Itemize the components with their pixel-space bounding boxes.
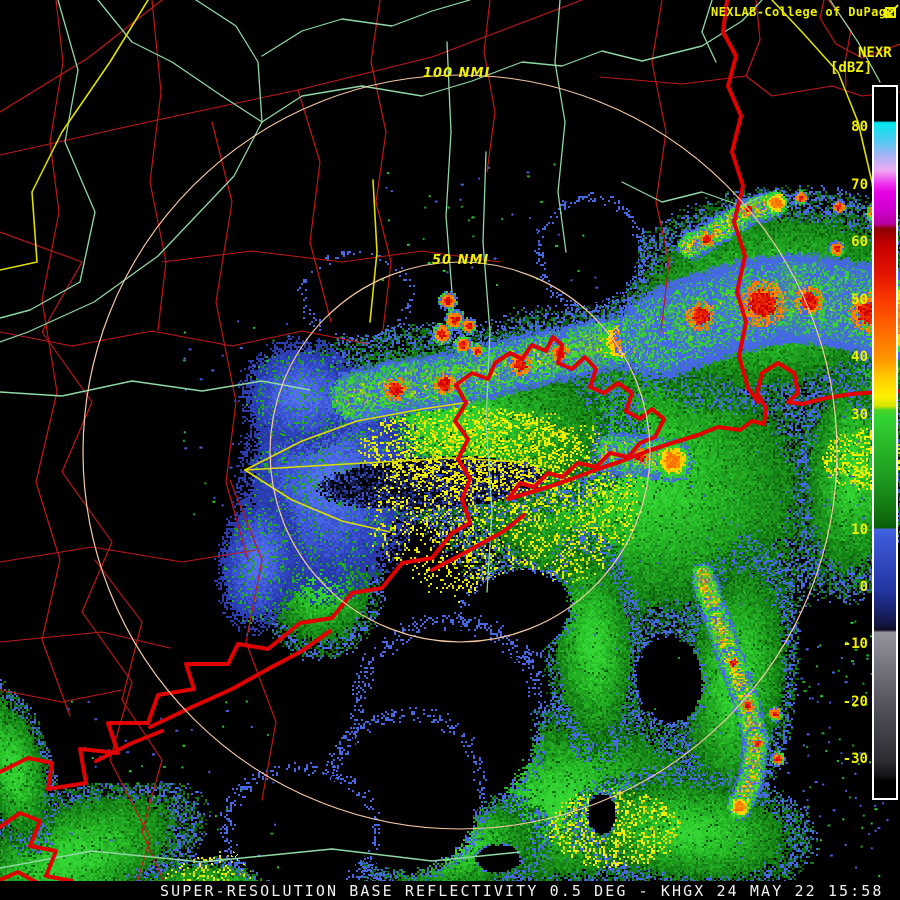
colorbar-gradient (874, 87, 896, 798)
status-bar: SUPER-RESOLUTION BASE REFLECTIVITY 0.5 D… (0, 881, 900, 900)
range-ring-label-100nmi: 100 NMI (423, 66, 491, 81)
colorbar-header: NEXR (858, 45, 892, 61)
colorbar (872, 85, 898, 800)
colorbar-unit-label: [dBZ] (830, 60, 873, 76)
status-bar-text: SUPER-RESOLUTION BASE REFLECTIVITY 0.5 D… (160, 882, 884, 900)
cod-logo-icon (885, 4, 899, 19)
nexlab-brand-label: NEXLAB-College of DuPage (711, 5, 894, 19)
range-ring-label-50nmi: 50 NMI (432, 253, 490, 268)
